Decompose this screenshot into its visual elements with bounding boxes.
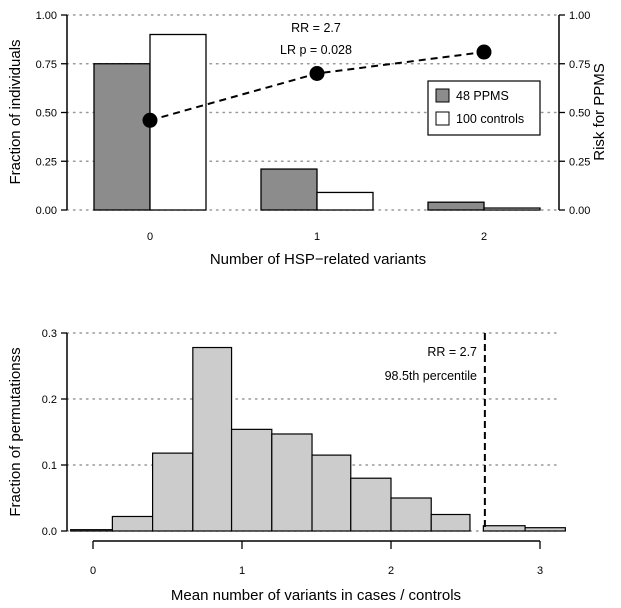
bar-ppms-0 [93,63,151,211]
top-right-tick-label: 0.75 [569,59,590,71]
histogram-bar [111,515,154,532]
bottom-y-tick-labels: 0.0 0.1 0.2 0.3 [42,328,67,538]
risk-point-2 [476,44,492,60]
top-x-tick-label: 2 [481,231,487,243]
histogram-bar [524,527,566,532]
top-bars [93,33,541,211]
bottom-y-tick-label: 0.3 [42,328,57,340]
legend-label-controls: 100 controls [456,112,524,126]
bar-ppms-2 [427,201,485,211]
bottom-x-tick-label: 0 [90,565,96,577]
bottom-y-tick-label: 0.0 [42,526,57,538]
bottom-x-tick-labels: 0 1 2 3 [90,541,543,577]
risk-line [142,44,492,128]
top-x-tick-label: 0 [147,231,153,243]
legend: 48 PPMS 100 controls [427,80,541,136]
bottom-x-axis-title: Mean number of variants in cases / contr… [171,587,461,604]
top-x-axis-title: Number of HSP−related variants [210,251,426,268]
bottom-x-tick-label: 1 [239,565,245,577]
legend-swatch-controls [435,111,450,126]
histogram-bar [230,428,273,532]
legend-swatch-ppms [435,88,450,103]
bottom-annotation-rr: RR = 2.7 [427,345,477,359]
top-x-tick-labels: 0 1 2 [147,231,487,243]
bar-controls-0 [149,33,207,211]
histogram-bar [430,513,471,532]
top-left-tick-label: 1.00 [36,10,57,22]
histogram-bar [192,346,233,532]
histogram-bar [390,497,432,532]
top-right-tick-labels: 0.00 0.25 0.50 0.75 1.00 [559,10,590,217]
bar-ppms-1 [260,168,318,211]
histogram-bar [70,529,113,532]
top-y-axis-title: Fraction of individuals [7,39,24,184]
top-right-tick-label: 0.00 [569,205,590,217]
top-x-tick-label: 1 [314,231,320,243]
top-y-right-axis-title: Risk for PPMS [591,63,608,161]
top-left-tick-label: 0.25 [36,156,57,168]
top-right-tick-label: 1.00 [569,10,590,22]
top-annotation-rr: RR = 2.7 [291,21,341,35]
top-left-tick-labels: 0.00 0.25 0.50 0.75 1.00 [36,10,67,217]
histogram-bar [311,454,352,532]
risk-point-1 [309,66,325,81]
histogram-bar [482,525,526,532]
histogram-bar [350,477,392,532]
top-right-tick-label: 0.50 [569,108,590,120]
risk-point-0 [142,112,158,128]
bar-controls-2 [483,207,541,211]
bottom-y-tick-label: 0.2 [42,394,57,406]
histogram-bar [271,433,313,532]
bottom-y-tick-label: 0.1 [42,460,57,472]
legend-label-ppms: 48 PPMS [456,89,509,103]
top-left-tick-label: 0.75 [36,59,57,71]
top-annotation-lr: LR p = 0.028 [280,43,352,57]
bar-controls-1 [316,191,374,211]
bottom-y-axis-title: Fraction of permutationss [7,347,24,516]
bottom-x-tick-label: 3 [537,565,543,577]
bottom-gridlines [66,332,560,532]
top-panel: 0.00 0.25 0.50 0.75 1.00 0.00 0.25 0.50 0.75 1.0… [7,10,608,268]
top-left-tick-label: 0.50 [36,108,57,120]
histogram-bars [70,346,566,532]
bottom-x-tick-label: 2 [388,565,394,577]
top-right-tick-label: 0.25 [569,156,590,168]
bottom-panel: 0.0 0.1 0.2 0.3 0 1 2 3 Mean number of variant… [7,328,566,604]
bottom-annotation-percentile: 98.5th percentile [385,369,477,383]
top-left-tick-label: 0.00 [36,205,57,217]
histogram-bar [152,452,194,532]
